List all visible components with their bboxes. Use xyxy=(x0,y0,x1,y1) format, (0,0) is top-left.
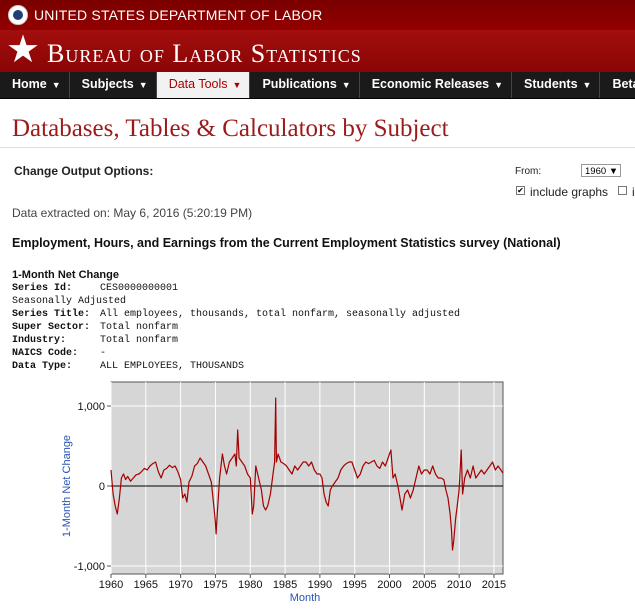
x-tick-label: 2010 xyxy=(447,579,471,591)
super-sector-label: Super Sector: xyxy=(12,322,91,333)
nav-publications[interactable]: Publications ▼ xyxy=(250,72,360,98)
series-title-label: Series Title: xyxy=(12,309,91,320)
secondary-option-label: i xyxy=(632,185,635,199)
naics-label: NAICS Code: xyxy=(12,348,79,359)
nav-label: Home xyxy=(12,77,47,91)
y-axis-label: 1-Month Net Change xyxy=(61,435,73,537)
plot-area xyxy=(110,381,504,575)
super-sector-value: Total nonfarm xyxy=(100,322,179,333)
x-tick-label: 2015 xyxy=(482,579,506,591)
dol-header-bar: UNITED STATES DEPARTMENT OF LABOR xyxy=(0,0,635,30)
naics-row: NAICS Code: - xyxy=(12,348,106,359)
series-line xyxy=(110,397,504,551)
survey-title: Employment, Hours, and Earnings from the… xyxy=(12,236,561,250)
include-graphs-label: include graphs xyxy=(530,185,609,199)
chevron-down-icon: ▼ xyxy=(51,80,61,90)
from-year-select[interactable]: 1960 ▼ xyxy=(581,164,621,177)
bls-logo-text[interactable]: Bureau of Labor Statistics xyxy=(47,39,362,68)
x-tick-label: 2000 xyxy=(377,579,401,591)
nav-data-tools[interactable]: Data Tools ▼ xyxy=(156,72,251,98)
series-subheading: 1-Month Net Change xyxy=(12,269,119,281)
x-tick-label: 1980 xyxy=(238,579,262,591)
extraction-date: Data extracted on: May 6, 2016 (5:20:19 … xyxy=(12,206,253,220)
dol-seal-icon[interactable] xyxy=(8,5,28,25)
nav-label: Beta xyxy=(612,77,635,91)
series-id-row: Series Id: CES0000000001 xyxy=(12,283,178,294)
nav-label: Data Tools xyxy=(168,77,228,91)
x-tick-label: 1970 xyxy=(168,579,192,591)
industry-row: Industry: Total nonfarm xyxy=(12,335,178,346)
y-tick-label: 0 xyxy=(99,481,105,493)
page-title: Databases, Tables & Calculators by Subje… xyxy=(12,115,449,142)
chevron-down-icon: ▼ xyxy=(494,80,504,90)
x-tick-label: 1960 xyxy=(99,579,123,591)
bls-star-icon[interactable]: ★ xyxy=(6,29,41,71)
x-tick-label: 2005 xyxy=(412,579,436,591)
change-output-label: Change Output Options: xyxy=(14,164,154,178)
chevron-down-icon: ▼ xyxy=(341,80,351,90)
chevron-down-icon: ▼ xyxy=(582,80,592,90)
title-divider xyxy=(0,147,635,148)
data-type-label: Data Type: xyxy=(12,361,73,372)
naics-value: - xyxy=(100,348,107,359)
x-tick-label: 1990 xyxy=(308,579,332,591)
x-axis-label: Month xyxy=(290,592,321,604)
series-title-value: All employees, thousands, total nonfarm,… xyxy=(100,309,461,320)
super-sector-row: Super Sector: Total nonfarm xyxy=(12,322,178,333)
x-tick-label: 1965 xyxy=(134,579,158,591)
chevron-down-icon: ▼ xyxy=(232,80,242,90)
y-tick-label: 1,000 xyxy=(77,401,105,413)
x-tick-label: 1975 xyxy=(203,579,227,591)
nav-beta[interactable]: Beta▼ xyxy=(600,72,635,98)
nav-subjects[interactable]: Subjects ▼ xyxy=(70,72,157,98)
nav-students[interactable]: Students ▼ xyxy=(512,72,601,98)
x-tick-label: 1985 xyxy=(273,579,297,591)
y-tick-label: -1,000 xyxy=(74,561,105,573)
secondary-option-checkbox[interactable] xyxy=(618,186,627,195)
x-tick-label: 1995 xyxy=(342,579,366,591)
industry-value: Total nonfarm xyxy=(100,335,179,346)
series-id-value: CES0000000001 xyxy=(100,283,179,294)
data-type-value: ALL EMPLOYEES, THOUSANDS xyxy=(100,361,245,372)
from-label: From: xyxy=(515,166,542,177)
include-graphs-checkbox[interactable]: ✔ xyxy=(516,186,525,195)
nav-label: Students xyxy=(524,77,578,91)
seasonal-adjustment: Seasonally Adjusted xyxy=(12,296,127,307)
net-change-chart: 1960 1965 1970 1975 1980 1985 1990 1995 2000 2005… xyxy=(61,381,506,604)
data-type-row: Data Type: ALL EMPLOYEES, THOUSANDS xyxy=(12,361,244,372)
series-title-row: Series Title: All employees, thousands, t… xyxy=(12,309,460,320)
nav-economic-releases[interactable]: Economic Releases ▼ xyxy=(360,72,513,98)
industry-label: Industry: xyxy=(12,335,67,346)
nav-label: Publications xyxy=(262,77,337,91)
nav-label: Subjects xyxy=(81,77,134,91)
bls-banner: ★ Bureau of Labor Statistics xyxy=(0,30,635,72)
nav-label: Economic Releases xyxy=(371,77,490,91)
nav-home[interactable]: Home ▼ xyxy=(0,72,70,98)
series-id-label: Series Id: xyxy=(12,283,73,294)
main-nav: Home ▼ Subjects ▼ Data Tools ▼ Publications… xyxy=(0,72,635,99)
department-name[interactable]: UNITED STATES DEPARTMENT OF LABOR xyxy=(34,7,323,23)
chevron-down-icon: ▼ xyxy=(138,80,148,90)
